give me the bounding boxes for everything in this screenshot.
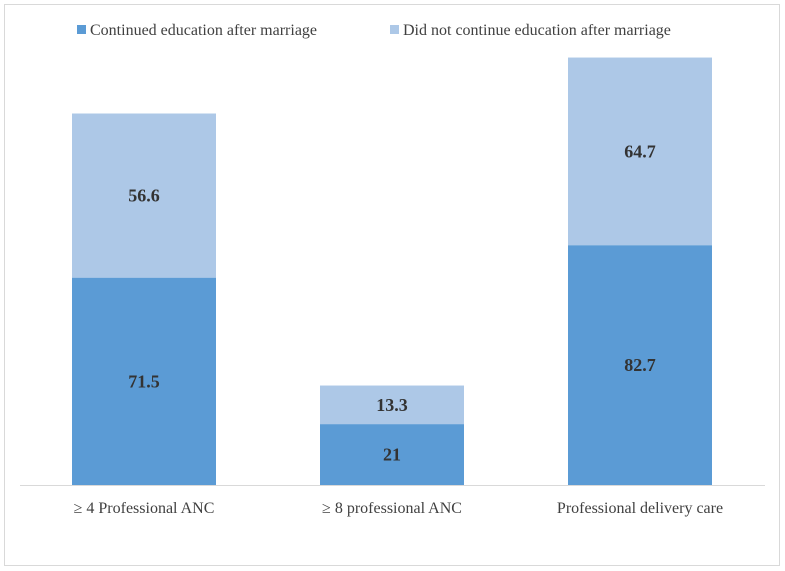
data-label-continued-1: 21 bbox=[383, 445, 401, 465]
data-label-continued-2: 82.7 bbox=[624, 355, 656, 375]
data-label-continued-0: 71.5 bbox=[128, 371, 160, 391]
bar-not-continued-0 bbox=[72, 113, 216, 278]
bar-not-continued-2 bbox=[568, 57, 712, 246]
x-tick-label-1: ≥ 8 professional ANC bbox=[322, 500, 462, 517]
legend-label-1: Did not continue education after marriag… bbox=[403, 22, 671, 39]
legend-label-0: Continued education after marriage bbox=[90, 22, 317, 39]
x-tick-label-2: Professional delivery care bbox=[557, 500, 723, 517]
legend-swatch-0 bbox=[77, 25, 86, 34]
x-tick-labels: ≥ 4 Professional ANC ≥ 8 professional ANC… bbox=[74, 500, 723, 517]
x-tick-label-0: ≥ 4 Professional ANC bbox=[74, 500, 215, 517]
legend-swatch-1 bbox=[390, 25, 399, 34]
bar-continued-0 bbox=[72, 277, 216, 485]
data-label-not-continued-2: 64.7 bbox=[624, 141, 656, 161]
bar-continued-2 bbox=[568, 245, 712, 485]
data-label-not-continued-1: 13.3 bbox=[376, 395, 408, 415]
bar-continued-1 bbox=[320, 424, 464, 485]
bars-group: 71.5 56.6 21 13.3 82.7 64.7 bbox=[72, 57, 712, 485]
data-label-not-continued-0: 56.6 bbox=[128, 186, 160, 206]
legend: Continued education after marriage Did no… bbox=[77, 22, 671, 39]
bar-not-continued-1 bbox=[320, 385, 464, 425]
